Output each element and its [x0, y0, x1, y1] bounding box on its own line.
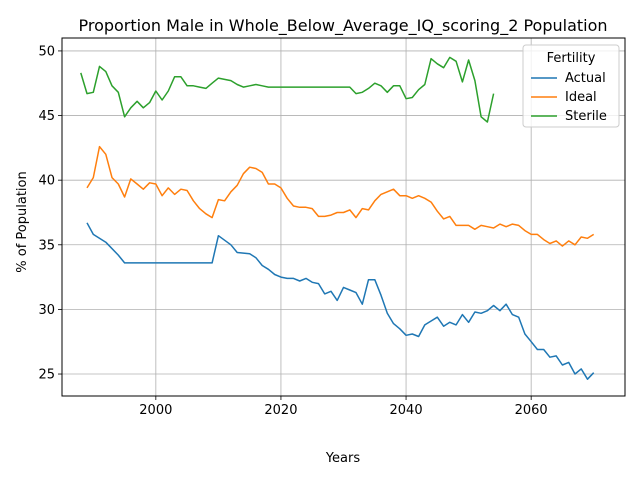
y-tick-label: 35 [38, 238, 55, 253]
axis-ticks: 2000 2020 2040 2060 25 30 35 40 45 50 [38, 44, 547, 418]
legend: Fertility Actual Ideal Sterile [522, 44, 620, 128]
y-tick-label: 45 [38, 109, 55, 124]
x-tick-label: 2020 [264, 403, 297, 418]
y-tick-label: 40 [38, 174, 55, 189]
x-tick-label: 2040 [390, 403, 423, 418]
chart-title: Proportion Male in Whole_Below_Average_I… [78, 16, 607, 36]
legend-label-sterile: Sterile [565, 109, 607, 124]
legend-label-actual: Actual [565, 71, 606, 86]
plot-frame [61, 37, 626, 397]
series-line-actual [86, 222, 595, 380]
y-tick-label: 30 [38, 303, 55, 318]
series-lines [80, 56, 595, 380]
y-axis-label: % of Population [15, 171, 30, 272]
x-tick-label: 2000 [139, 403, 172, 418]
y-tick-label: 50 [38, 44, 55, 59]
series-line-ideal [86, 145, 595, 247]
x-axis-label: Years [325, 451, 361, 466]
legend-title: Fertility [547, 51, 596, 66]
y-tick-label: 25 [38, 368, 55, 383]
series-line-sterile [80, 56, 495, 123]
legend-label-ideal: Ideal [565, 90, 597, 105]
x-tick-label: 2060 [515, 403, 548, 418]
legend-box [522, 44, 620, 128]
